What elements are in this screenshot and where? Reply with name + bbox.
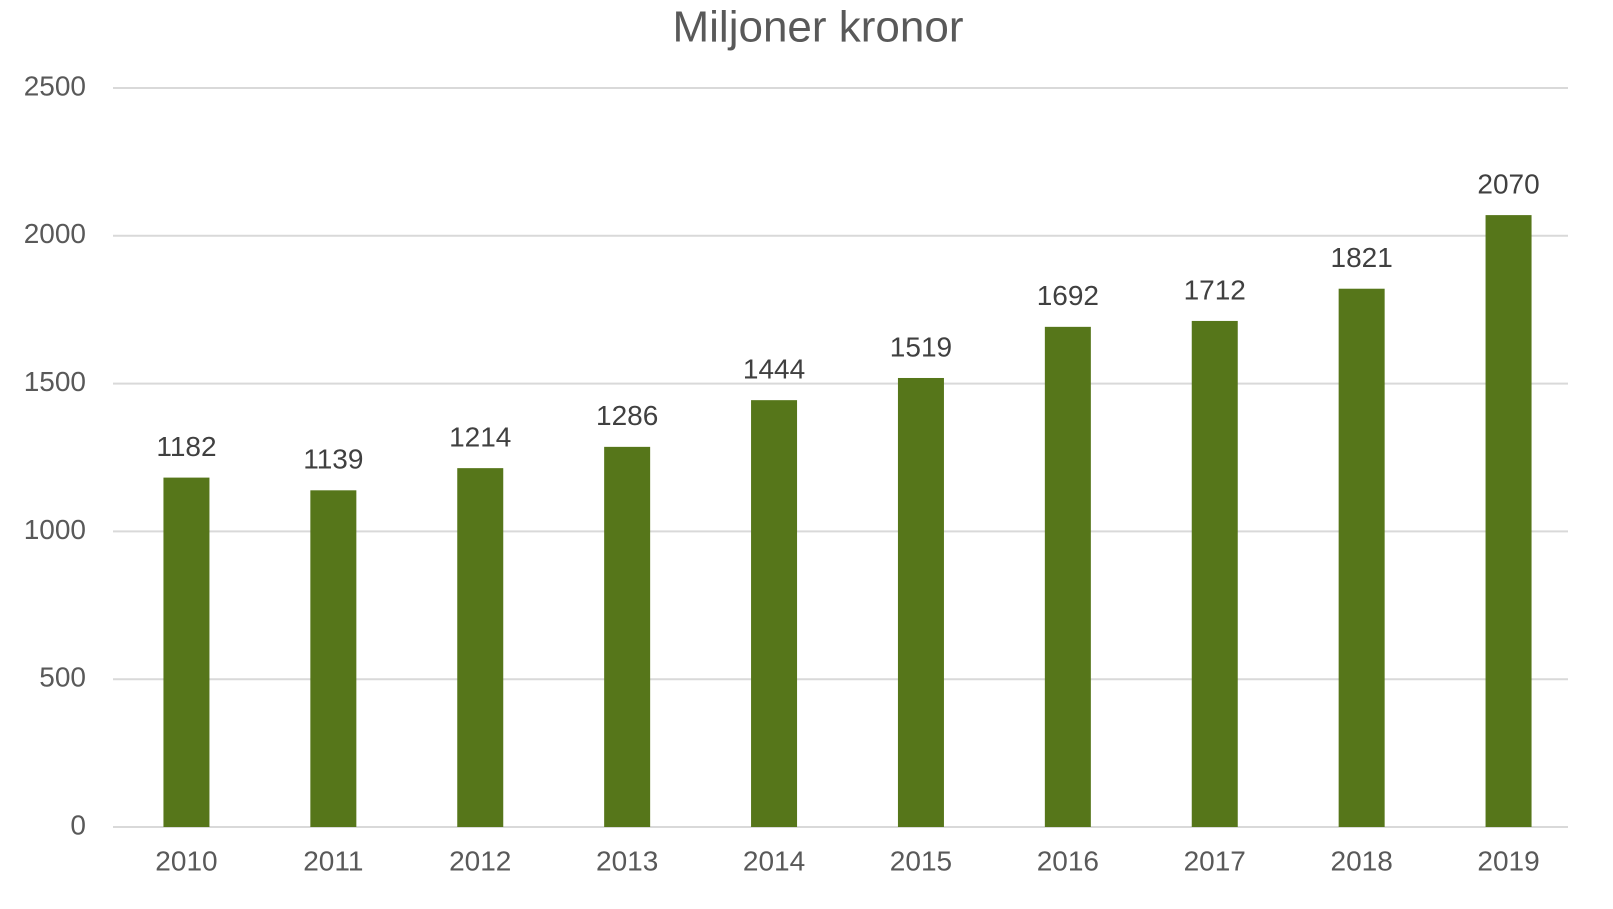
bar: [751, 400, 798, 827]
bar: [163, 477, 210, 827]
data-label: 1182: [156, 431, 216, 462]
bar: [1338, 288, 1385, 827]
bar: [604, 446, 651, 827]
x-tick-label: 2019: [1477, 845, 1539, 876]
bar: [897, 377, 944, 827]
data-label: 1444: [743, 354, 805, 385]
x-tick-label: 2015: [890, 845, 952, 876]
data-label: 2070: [1477, 168, 1539, 199]
y-tick-label: 1500: [24, 366, 86, 397]
x-tick-label: 2010: [155, 845, 217, 876]
y-tick-label: 500: [39, 662, 86, 693]
data-label: 1286: [596, 400, 658, 431]
x-tick-label: 2013: [596, 845, 658, 876]
y-tick-label: 2000: [24, 218, 86, 249]
y-tick-label: 1000: [24, 514, 86, 545]
data-label: 1519: [890, 331, 952, 362]
bar: [457, 468, 504, 827]
bar: [1485, 215, 1532, 827]
bar: [1044, 326, 1091, 827]
data-label: 1692: [1037, 280, 1099, 311]
data-label: 1712: [1184, 274, 1246, 305]
data-label: 1139: [303, 444, 363, 475]
y-tick-label: 2500: [24, 70, 86, 101]
x-tick-label: 2012: [449, 845, 511, 876]
x-tick-label: 2014: [743, 845, 805, 876]
data-label: 1214: [449, 422, 511, 453]
data-label: 1821: [1331, 242, 1393, 273]
chart-title: Miljoner kronor: [673, 3, 964, 52]
y-tick-label: 0: [70, 809, 86, 840]
bar: [310, 490, 357, 827]
x-tick-label: 2017: [1184, 845, 1246, 876]
x-tick-label: 2018: [1331, 845, 1393, 876]
x-tick-label: 2016: [1037, 845, 1099, 876]
bar: [1191, 320, 1238, 827]
x-tick-label: 2011: [303, 845, 363, 876]
